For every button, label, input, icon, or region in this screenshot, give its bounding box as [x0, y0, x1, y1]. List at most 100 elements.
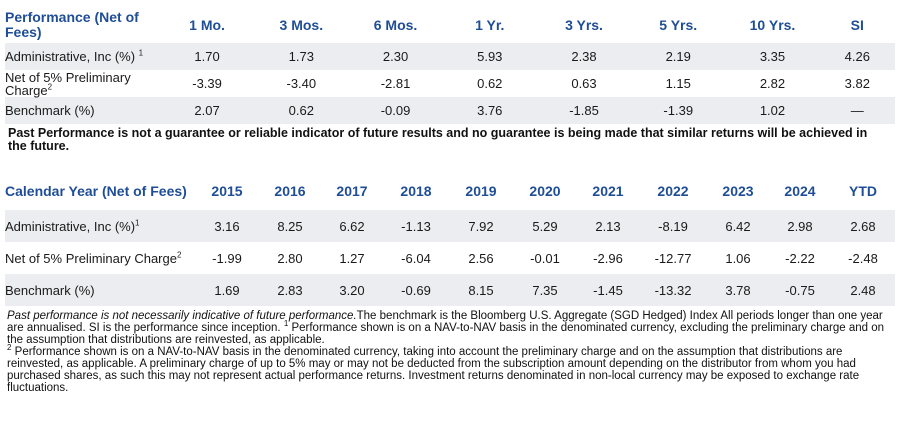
table-cell: 3.16	[195, 210, 259, 242]
col-2022: 2022	[657, 183, 689, 199]
performance-table: Performance (Net of Fees) 1 Mo. 3 Mos. 6…	[5, 7, 895, 124]
col-2021: 2021	[592, 183, 624, 199]
table-cell: 3.20	[321, 274, 383, 306]
col-3-yrs: 3 Yrs.	[565, 17, 603, 33]
table-cell: 8.25	[259, 210, 321, 242]
footnote-italic-lead: Past performance is not necessarily indi…	[7, 310, 357, 322]
col-2018: 2018	[400, 183, 432, 199]
col-1-mo: 1 Mo.	[189, 17, 225, 33]
calendar-header-row: Calendar Year (Net of Fees) 2015 2016 20…	[5, 172, 895, 210]
table-cell: 4.26	[819, 43, 895, 70]
col-3-mos: 3 Mos.	[279, 17, 324, 33]
table-row: Administrative, Inc (%) 1 1.70 1.73 2.30…	[5, 43, 895, 70]
table-cell: 5.93	[442, 43, 537, 70]
calendar-year-table: Calendar Year (Net of Fees) 2015 2016 20…	[5, 172, 895, 306]
past-performance-disclaimer: Past Performance is not a guarantee or r…	[8, 126, 868, 153]
col-ytd: YTD	[849, 183, 877, 199]
table-cell: -8.19	[639, 210, 707, 242]
table-cell: -0.09	[348, 97, 443, 124]
footnote-benchmark-text: The benchmark is the Bloomberg U.S. Aggr…	[7, 310, 883, 334]
table-cell: 2.83	[259, 274, 321, 306]
table-cell: 2.30	[348, 43, 443, 70]
table-cell: 1.73	[254, 43, 349, 70]
table-row: Net of 5% Preliminary Charge2 -3.39 -3.4…	[5, 70, 895, 97]
table-cell: -3.39	[192, 76, 222, 91]
table-cell: 1.02	[725, 97, 820, 124]
table-cell: 3.76	[442, 97, 537, 124]
table-cell: 1.27	[339, 250, 365, 266]
footnote-text: Past performance is not necessarily indi…	[7, 310, 895, 394]
table-cell: -2.22	[785, 250, 815, 266]
table-cell: -1.13	[383, 210, 449, 242]
table-cell: 3.78	[707, 274, 769, 306]
col-10-yrs: 10 Yrs.	[749, 17, 796, 33]
row-label: Benchmark (%)	[5, 97, 160, 124]
table-cell: 3.82	[844, 76, 870, 91]
footnote-marker: 2	[176, 250, 182, 260]
row-label: Administrative, Inc (%)1	[5, 210, 195, 242]
col-2016: 2016	[274, 183, 306, 199]
table-cell: 2.48	[831, 274, 895, 306]
performance-header-row: Performance (Net of Fees) 1 Mo. 3 Mos. 6…	[5, 7, 895, 43]
col-2019: 2019	[465, 183, 497, 199]
row-label: Benchmark (%)	[5, 274, 195, 306]
table-cell: 2.82	[759, 76, 786, 91]
table-row: Benchmark (%) 2.07 0.62 -0.09 3.76 -1.85…	[5, 97, 895, 124]
footnote-note-1: Performance shown is on a NAV-to-NAV bas…	[7, 322, 885, 346]
footnote-marker: 1	[283, 319, 289, 329]
table-cell: 2.80	[277, 250, 303, 266]
row-label-text: Administrative, Inc (%)	[5, 49, 136, 64]
footnote-marker: 1	[138, 48, 144, 58]
col-6-mos: 6 Mos.	[373, 17, 418, 33]
table-cell: 6.42	[707, 210, 769, 242]
table-cell: 2.38	[536, 43, 632, 70]
footnote-note-2: Performance shown is on a NAV-to-NAV bas…	[7, 346, 860, 394]
table-cell: -0.69	[383, 274, 449, 306]
table-cell: -1.45	[577, 274, 639, 306]
row-label: Net of 5% Preliminary Charge2	[5, 242, 195, 274]
table-cell: 3.35	[725, 43, 820, 70]
table-row: Net of 5% Preliminary Charge2 -1.99 2.80…	[5, 242, 895, 274]
table-cell: -1.99	[212, 250, 242, 266]
table-cell: 5.29	[513, 210, 577, 242]
performance-header-title: Performance (Net of Fees)	[5, 9, 139, 40]
table-cell: 1.15	[665, 76, 691, 91]
table-cell: -2.81	[380, 76, 411, 91]
col-1-yr: 1 Yr.	[475, 17, 505, 33]
row-label-text: Administrative, Inc (%)	[5, 218, 136, 234]
table-cell: 0.62	[477, 76, 503, 91]
row-label: Net of 5% Preliminary Charge2	[5, 70, 160, 97]
table-cell: 0.62	[254, 97, 349, 124]
col-2020: 2020	[529, 183, 561, 199]
col-2017: 2017	[336, 183, 368, 199]
table-cell: 2.68	[831, 210, 895, 242]
table-cell: 7.92	[449, 210, 513, 242]
table-cell: 2.98	[769, 210, 831, 242]
col-2024: 2024	[784, 183, 816, 199]
table-cell: 1.69	[195, 274, 259, 306]
table-cell: -0.01	[530, 250, 560, 266]
table-cell: -2.48	[848, 250, 878, 266]
table-cell: -3.40	[286, 76, 317, 91]
table-cell: 1.06	[725, 250, 751, 266]
table-cell: —	[819, 97, 895, 124]
row-label-text: Net of 5% Preliminary Charge	[5, 69, 131, 98]
table-cell: 2.56	[468, 250, 494, 266]
table-cell: 0.63	[571, 76, 597, 91]
footnote-marker: 2	[7, 343, 12, 353]
footnote-marker: 2	[47, 82, 53, 92]
table-cell: -2.96	[593, 250, 623, 266]
table-cell: 2.07	[159, 97, 255, 124]
table-row: Administrative, Inc (%)1 3.16 8.25 6.62 …	[5, 210, 895, 242]
row-label-text: Benchmark (%)	[5, 282, 95, 298]
table-cell: -6.04	[401, 250, 431, 266]
row-label-text: Net of 5% Preliminary Charge	[5, 250, 177, 266]
table-cell: 6.62	[321, 210, 383, 242]
row-label: Administrative, Inc (%) 1	[5, 43, 160, 70]
calendar-header-title: Calendar Year (Net of Fees)	[5, 182, 187, 199]
table-cell: -1.39	[631, 97, 726, 124]
col-5-yrs: 5 Yrs.	[659, 17, 698, 33]
table-cell: 2.13	[577, 210, 639, 242]
table-cell: -12.77	[654, 250, 692, 266]
